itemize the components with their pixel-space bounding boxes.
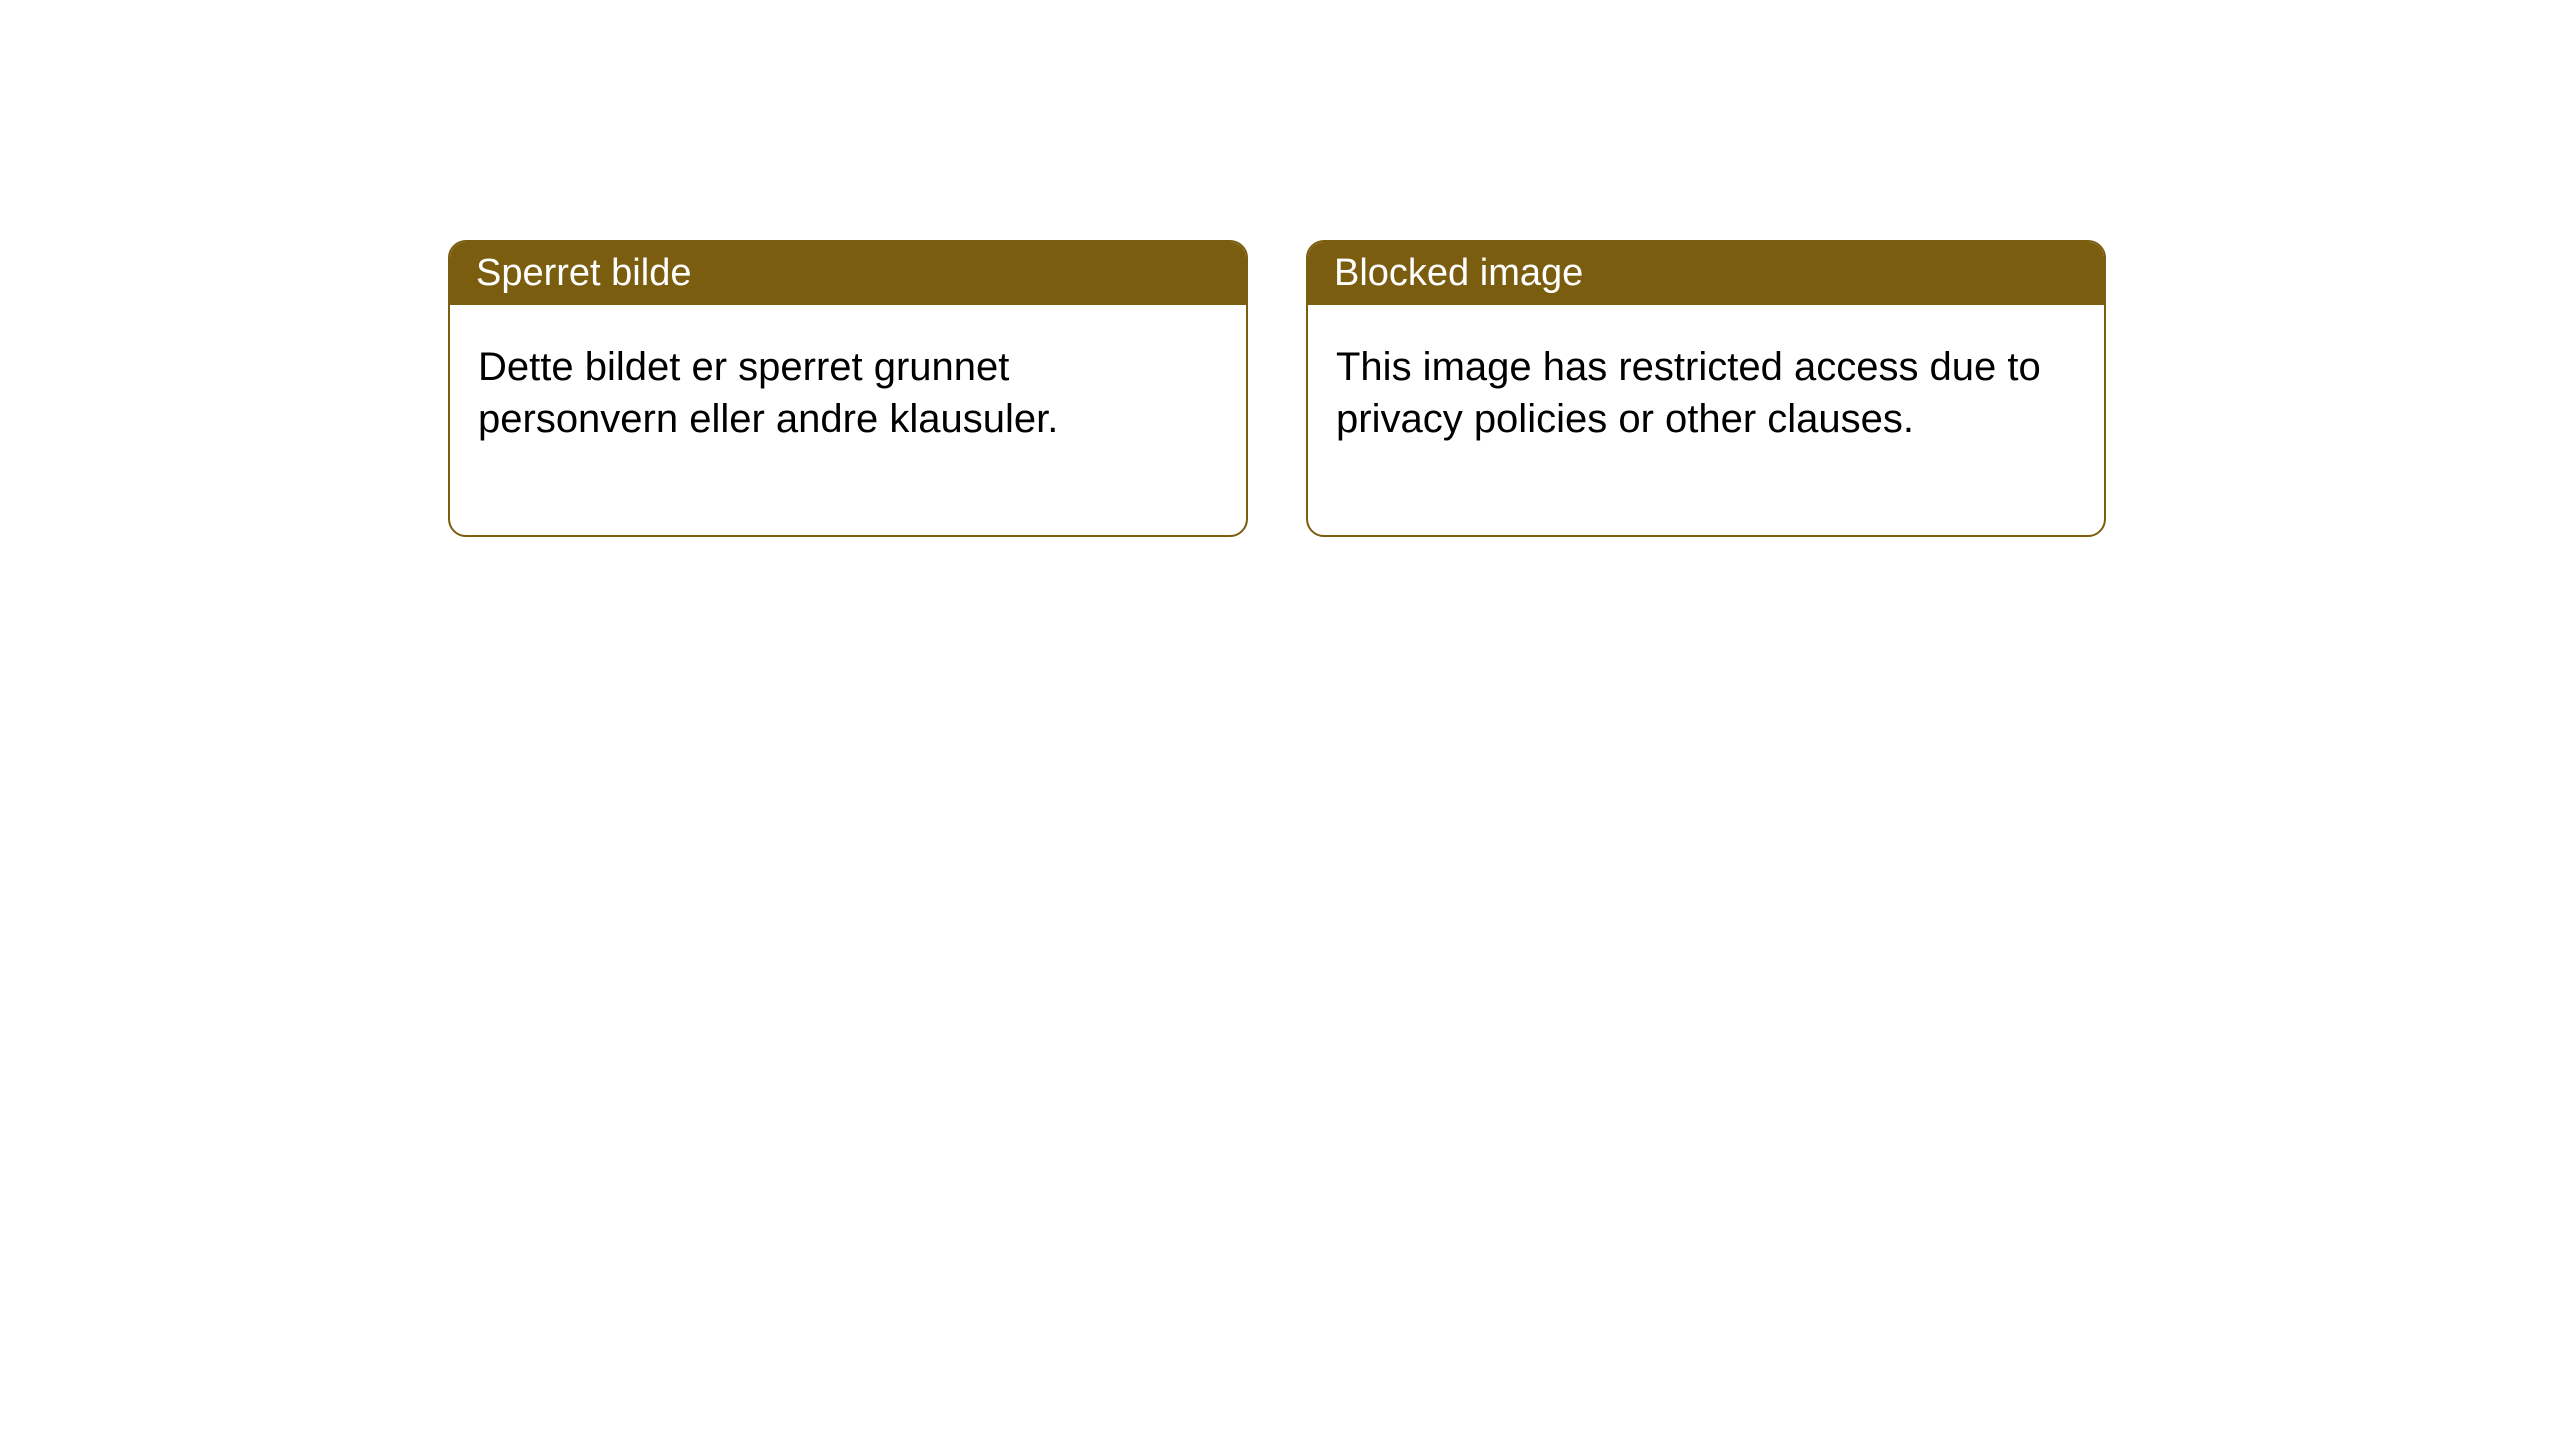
notice-title: Sperret bilde: [476, 252, 691, 294]
notice-title: Blocked image: [1334, 252, 1583, 294]
notice-box-english: Blocked image This image has restricted …: [1306, 240, 2106, 537]
notice-container: Sperret bilde Dette bildet er sperret gr…: [448, 240, 2106, 537]
notice-header: Sperret bilde: [450, 242, 1246, 305]
notice-header: Blocked image: [1308, 242, 2104, 305]
notice-message: Dette bildet er sperret grunnet personve…: [478, 345, 1058, 441]
notice-message: This image has restricted access due to …: [1336, 345, 2041, 441]
notice-box-norwegian: Sperret bilde Dette bildet er sperret gr…: [448, 240, 1248, 537]
notice-body: Dette bildet er sperret grunnet personve…: [450, 305, 1246, 535]
notice-body: This image has restricted access due to …: [1308, 305, 2104, 535]
